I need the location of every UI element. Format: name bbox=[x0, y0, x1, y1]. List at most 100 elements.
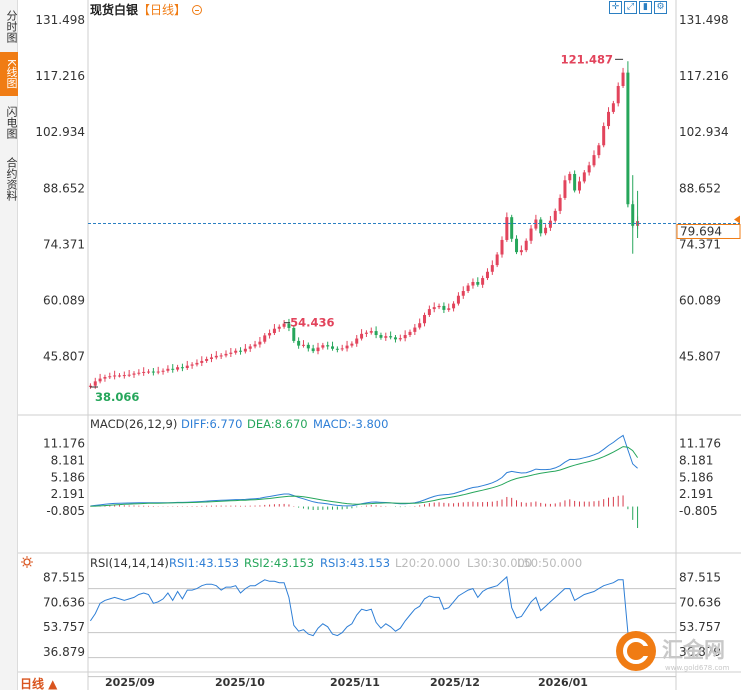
rsi-settings-icon-ray bbox=[29, 564, 32, 567]
rsi-l20-label: L20:20.000 bbox=[395, 556, 460, 570]
candle-body bbox=[117, 375, 121, 377]
candle-body bbox=[379, 335, 383, 338]
sidebar-tab-0[interactable]: 分时图 bbox=[5, 9, 18, 43]
candle-body bbox=[490, 265, 494, 272]
candle-body bbox=[548, 220, 552, 228]
candle-body bbox=[432, 307, 436, 310]
rsi-title: RSI(14,14,14) bbox=[90, 556, 169, 570]
candle-body bbox=[239, 350, 243, 352]
price-ytick-right: 60.089 bbox=[679, 293, 721, 307]
candle-body bbox=[219, 355, 223, 357]
candle-body bbox=[277, 326, 281, 329]
candle-body bbox=[248, 346, 252, 349]
rsi-l50-label: L50:50.000 bbox=[517, 556, 582, 570]
sidebar-tab-3[interactable]: 合约资料 bbox=[5, 157, 18, 201]
candle-body bbox=[335, 348, 339, 350]
price-ytick-right: 74.371 bbox=[679, 237, 721, 251]
candle-body bbox=[505, 217, 509, 240]
candle-body bbox=[176, 367, 180, 370]
candle-body bbox=[447, 308, 451, 310]
xaxis-tick: 2025/09 bbox=[105, 676, 155, 689]
price-ytick-left: 88.652 bbox=[43, 181, 85, 195]
price-ytick-left: 131.498 bbox=[35, 13, 85, 27]
candle-body bbox=[166, 368, 170, 371]
price-ytick-right: 45.807 bbox=[679, 350, 721, 364]
price-ytick-right: 117.216 bbox=[679, 69, 729, 83]
candle-body bbox=[142, 371, 146, 373]
annotation-mid-peak: 54.436 bbox=[290, 316, 334, 330]
candle-body bbox=[224, 353, 228, 356]
candle-body bbox=[243, 348, 247, 352]
macd-ytick-left: 5.186 bbox=[51, 470, 85, 484]
candle-body bbox=[171, 368, 175, 370]
candle-body bbox=[481, 278, 485, 285]
candle-body bbox=[268, 333, 272, 336]
period-label: 【日线】 bbox=[138, 3, 187, 17]
candle-body bbox=[180, 367, 184, 369]
rsi-settings-icon-ray bbox=[22, 557, 25, 560]
xaxis-tick: 2025/12 bbox=[430, 676, 480, 689]
candle-body bbox=[272, 328, 276, 334]
candle-body bbox=[200, 360, 204, 363]
candle-body bbox=[209, 357, 213, 359]
candle-body bbox=[553, 210, 557, 221]
candle-body bbox=[103, 377, 107, 379]
candle-body bbox=[573, 173, 577, 191]
sidebar-tab-2[interactable]: 闪电图 bbox=[5, 105, 18, 139]
chart-title: 现货白银【日线】 bbox=[90, 1, 203, 18]
watermark-logo: 汇金网 www.gold678.com bbox=[612, 627, 740, 675]
candle-body bbox=[529, 228, 533, 241]
candle-body bbox=[442, 305, 446, 310]
expand-icon[interactable]: ⤢ bbox=[624, 1, 637, 14]
candle-body bbox=[108, 376, 112, 378]
watermark-url: www.gold678.com bbox=[665, 664, 730, 672]
macd-ytick-right: -0.805 bbox=[679, 504, 718, 518]
circle-minus-icon[interactable] bbox=[192, 5, 203, 15]
price-ytick-left: 117.216 bbox=[35, 69, 85, 83]
candle-body bbox=[393, 337, 397, 340]
rsi-ytick-right: 87.515 bbox=[679, 571, 721, 585]
crosshair-icon[interactable]: ✛ bbox=[609, 1, 622, 14]
candle-mode-icon[interactable]: ▮ bbox=[639, 1, 652, 14]
xaxis-tick: 2026/01 bbox=[538, 676, 588, 689]
candle-body bbox=[544, 227, 548, 234]
candle-body bbox=[437, 305, 441, 308]
candle-body bbox=[137, 372, 141, 374]
watermark-brand: 汇金网 bbox=[662, 638, 725, 662]
candle-body bbox=[423, 314, 427, 324]
rsi-ytick-left: 70.636 bbox=[43, 595, 85, 609]
price-ytick-left: 45.807 bbox=[43, 350, 85, 364]
candle-body bbox=[355, 338, 359, 344]
rsi-settings-icon bbox=[23, 558, 31, 566]
candle-body bbox=[413, 327, 417, 332]
candle-body bbox=[519, 250, 523, 253]
candle-body bbox=[297, 340, 301, 346]
candle-body bbox=[360, 333, 364, 339]
xaxis-tick: 2025/10 bbox=[215, 676, 265, 689]
macd-value-label: MACD:-3.800 bbox=[313, 417, 388, 431]
candle-body bbox=[611, 103, 615, 112]
candle-body bbox=[616, 85, 620, 104]
candle-body bbox=[282, 323, 286, 327]
macd-ytick-right: 5.186 bbox=[679, 470, 713, 484]
candle-body bbox=[151, 371, 155, 373]
sidebar-tab-1[interactable]: K线图 bbox=[0, 52, 18, 96]
candle-body bbox=[577, 181, 581, 191]
period-switch-button[interactable]: 日线 ▲ bbox=[20, 677, 58, 691]
candle-body bbox=[466, 285, 470, 292]
xaxis-tick: 2025/11 bbox=[330, 676, 380, 689]
candle-body bbox=[127, 374, 131, 376]
settings-icon[interactable]: ⚙ bbox=[654, 1, 667, 14]
candle-body bbox=[326, 345, 330, 347]
candle-body bbox=[558, 197, 562, 211]
candle-body bbox=[156, 371, 160, 373]
rsi-ytick-left: 87.515 bbox=[43, 571, 85, 585]
price-ytick-right: 88.652 bbox=[679, 181, 721, 195]
candle-body bbox=[534, 219, 538, 229]
candle-body bbox=[301, 344, 305, 346]
candle-body bbox=[398, 338, 402, 340]
candle-body bbox=[113, 375, 117, 377]
macd-ytick-left: -0.805 bbox=[46, 504, 85, 518]
candle-body bbox=[132, 373, 136, 375]
